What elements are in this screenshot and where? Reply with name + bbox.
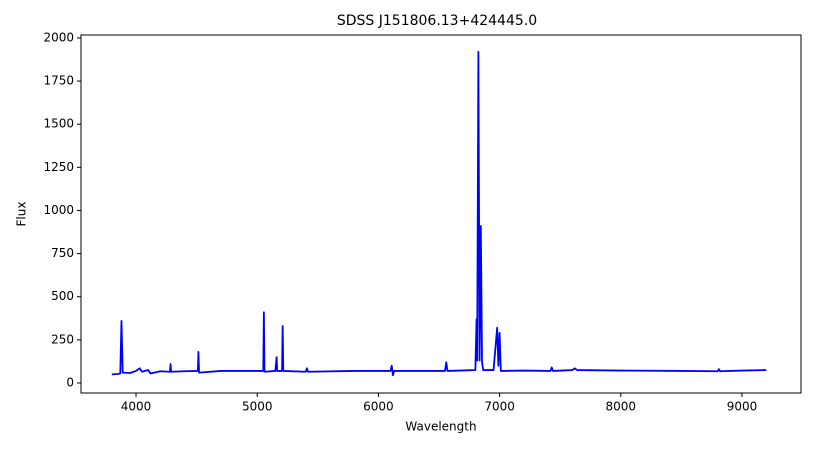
x-tick-label: 4000 bbox=[121, 400, 152, 414]
y-tick-label: 1500 bbox=[43, 117, 74, 131]
x-axis-label: Wavelength bbox=[405, 420, 476, 434]
x-tick-label: 6000 bbox=[363, 400, 394, 414]
x-tick-label: 7000 bbox=[484, 400, 515, 414]
y-tick-label: 2000 bbox=[43, 30, 74, 44]
y-tick-label: 750 bbox=[51, 246, 74, 260]
chart-title: SDSS J151806.13+424445.0 bbox=[337, 13, 537, 29]
x-tick-label: 5000 bbox=[242, 400, 273, 414]
y-tick-label: 500 bbox=[51, 289, 74, 303]
y-tick-label: 1250 bbox=[43, 160, 74, 174]
x-tick-label: 9000 bbox=[727, 400, 758, 414]
y-tick-label: 1750 bbox=[43, 74, 74, 88]
y-tick-label: 250 bbox=[51, 332, 74, 346]
y-tick-label: 1000 bbox=[43, 203, 74, 217]
y-axis-label: Flux bbox=[15, 202, 29, 227]
spectrum-line bbox=[111, 50, 767, 377]
y-tick-label: 0 bbox=[66, 375, 74, 389]
x-tick-label: 8000 bbox=[606, 400, 637, 414]
plot-frame bbox=[80, 34, 802, 394]
